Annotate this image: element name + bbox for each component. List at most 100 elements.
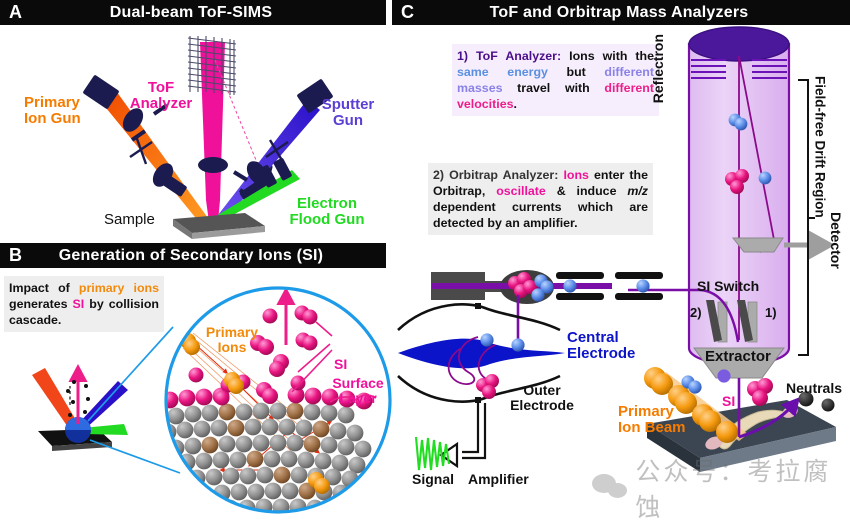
label-electron-flood-gun-line1: Electron — [296, 195, 357, 212]
note-c1-seg6: travel with — [502, 81, 605, 95]
sample-plate-side-front — [700, 427, 836, 472]
outer-electrode — [397, 303, 561, 403]
label-si-panel-c: SI — [722, 393, 736, 409]
central-electrode — [398, 338, 565, 369]
label-reflectron: Reflectron — [650, 34, 666, 104]
label-electron-flood-gun-line2: Flood Gun — [289, 211, 365, 229]
note-c1-seg7: different velocities — [457, 81, 654, 111]
reflectron-mesh — [187, 36, 237, 95]
amplifier-wiring — [462, 403, 487, 460]
sample-plate-side-left — [647, 424, 700, 472]
si-callout-lines — [291, 321, 333, 393]
label-surface-layer-line2: Layer — [339, 390, 377, 407]
label-central-electrode-line2: Electrode — [567, 345, 636, 363]
primary-gun-lens-1 — [122, 108, 144, 132]
cascade-dots — [66, 380, 90, 417]
tof-lens — [198, 157, 228, 173]
panel-c-titlebar: C ToF and Orbitrap Mass Analyzers — [392, 0, 850, 25]
panel-c-note-orbitrap: 2) Orbitrap Analyzer: Ions enter the Orb… — [428, 163, 653, 235]
sputter-gun-plate — [239, 181, 263, 202]
note-c2-seg6: m/z — [627, 184, 648, 198]
note-c1-seg5: different masses — [457, 65, 654, 95]
label-detector: Detector — [828, 212, 845, 269]
label-surface-layer-line1: Surface — [332, 375, 384, 391]
primary-ion-gun-assembly — [83, 75, 208, 222]
label-primary-ion-beam-line1: Primary — [618, 403, 674, 420]
panel-a-graphic — [83, 36, 333, 239]
sample-stage — [173, 213, 265, 239]
tof-flight-tube — [628, 26, 835, 379]
label-sputter-gun-line1: Sputter — [321, 96, 375, 113]
si-emission-ticks — [209, 179, 213, 211]
scene-si-spheres — [681, 369, 773, 406]
note-c1-seg3: same energy — [457, 65, 548, 79]
si-entry-path — [628, 288, 740, 343]
panel-a-letter: A — [9, 2, 22, 22]
label-neutrals: Neutrals — [786, 380, 843, 396]
panel-a-titlebar: A Dual-beam ToF-SIMS — [0, 0, 386, 25]
sputter-gun-lens — [246, 161, 268, 185]
label-tof-analyzer: ToF Analyzer — [128, 79, 194, 113]
label-signal: Signal — [412, 471, 455, 487]
note-c2-seg5: & induce — [545, 184, 628, 198]
field-free-bracket — [798, 79, 815, 356]
label-extractor-text: Extractor — [705, 348, 771, 365]
flood-gun-plate-1 — [258, 165, 277, 188]
panel-b-title: Generation of Secondary Ions (SI) — [58, 246, 324, 264]
label-neutrals-text: Neutrals — [786, 380, 843, 396]
label-signal-text: Signal — [412, 471, 455, 487]
note-c2-seg7: dependent currents which are detected by… — [433, 200, 648, 230]
label-si-switch: SI Switch — [697, 278, 759, 294]
note-b-seg2: primary — [78, 281, 125, 295]
outer-electrode-taps — [475, 303, 481, 403]
label-switch-path-1-text: 1) — [765, 305, 777, 320]
panel-a-title: Dual-beam ToF-SIMS — [109, 3, 273, 21]
label-primary-ion-gun: Primary Ion Gun — [24, 94, 81, 128]
reflectron-grids — [691, 59, 787, 79]
signal-waveform — [414, 436, 451, 471]
label-primary-ions-line2: Ions — [217, 339, 247, 356]
label-si-panel-c-text: SI — [722, 393, 736, 409]
note-b-seg6: SI — [72, 297, 85, 311]
label-primary-ions: Primary Ions — [197, 324, 267, 356]
note-c2-seg1: 2) Orbitrap Analyzer: — [433, 168, 564, 182]
label-extractor: Extractor — [705, 348, 771, 365]
label-primary-ion-gun-line1: Primary — [24, 94, 80, 111]
primary-gun-body — [83, 75, 119, 109]
panel-b-letter: B — [9, 245, 22, 265]
label-switch-path-2: 2) — [690, 305, 702, 320]
panel-c-letter: C — [401, 2, 414, 22]
note-c2-seg4: oscillate — [496, 184, 546, 198]
label-electron-flood-gun: Electron Flood Gun — [275, 195, 379, 229]
label-central-electrode-line1: Central — [567, 329, 619, 346]
primary-gun-deflector-1 — [130, 103, 169, 142]
label-switch-path-2-text: 2) — [690, 305, 702, 320]
label-si-panel-b-text: SI — [334, 356, 348, 372]
label-primary-ion-beam: Primary Ion Beam — [618, 403, 710, 436]
label-primary-ion-gun-line2: Ion Gun — [24, 110, 81, 128]
label-surface-layer: Surface Layer — [324, 375, 392, 407]
note-c2-seg3: enter the Orbitrap, — [433, 168, 648, 198]
transfer-ions — [508, 272, 650, 302]
note-c1-seg2: Ions with the — [569, 49, 655, 63]
primary-gun-aperture — [129, 135, 153, 165]
note-b-seg5: generates — [9, 297, 73, 311]
label-tof-analyzer-line2: Analyzer — [129, 95, 193, 113]
note-c1-seg8: . — [513, 97, 517, 111]
label-amplifier: Amplifier — [468, 471, 529, 487]
label-detector-text: Detector — [828, 212, 845, 269]
orbitrap-ions — [476, 333, 525, 399]
label-si-panel-b: SI — [334, 356, 348, 372]
magnifier-leader-lines — [87, 326, 181, 474]
sputter-gun-assembly — [218, 79, 333, 220]
note-b-seg4: ions — [133, 281, 159, 295]
surface-layer-atoms — [166, 386, 373, 410]
label-reflectron-text: Reflectron — [650, 34, 666, 104]
panel-b-note: Impact of primary ions generates SI by c… — [4, 276, 164, 332]
note-c2-seg2: Ions — [563, 168, 589, 182]
extractor — [693, 347, 785, 379]
reflectron-cap — [688, 26, 790, 62]
label-field-free-drift-region-text: Field-free Drift Region — [812, 76, 828, 218]
si-switch-plates — [706, 300, 758, 343]
